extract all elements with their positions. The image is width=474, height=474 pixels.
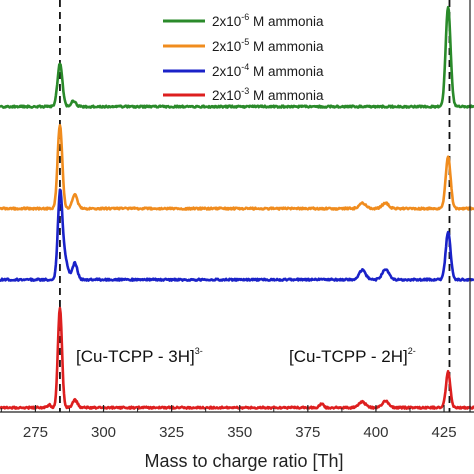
series-line-1 (0, 5, 474, 109)
x-tick-label-325: 325 (159, 424, 184, 441)
x-axis-title: Mass to charge ratio [Th] (144, 451, 343, 471)
series-line-3 (0, 188, 474, 282)
series-layer (0, 5, 474, 410)
legend-label-4: 2x10-3 M ammonia (212, 86, 324, 103)
legend-item-4: 2x10-3 M ammonia (163, 86, 324, 103)
legend-label-3: 2x10-4 M ammonia (212, 62, 324, 79)
legend: 2x10-6 M ammonia 2x10-5 M ammonia 2x10-4… (163, 12, 324, 103)
x-tick-label-350: 350 (227, 424, 252, 441)
x-tick-label-375: 375 (295, 424, 320, 441)
x-tick-label-425: 425 (432, 424, 457, 441)
legend-label-2: 2x10-5 M ammonia (212, 37, 324, 54)
legend-item-1: 2x10-6 M ammonia (163, 12, 324, 29)
legend-item-2: 2x10-5 M ammonia (163, 37, 324, 54)
x-tick-label-275: 275 (23, 424, 48, 441)
x-tick-label-300: 300 (91, 424, 116, 441)
legend-label-1: 2x10-6 M ammonia (212, 12, 324, 29)
annotation-2h: [Cu-TCPP - 2H]2- (289, 346, 416, 366)
series-line-4 (0, 306, 474, 410)
x-tick-label-400: 400 (363, 424, 388, 441)
annotation-3h: [Cu-TCPP - 3H]3- (76, 346, 203, 366)
x-ticks: 275 300 325 350 375 400 425 (0, 405, 457, 441)
series-line-2 (0, 123, 474, 211)
legend-item-3: 2x10-4 M ammonia (163, 62, 324, 79)
